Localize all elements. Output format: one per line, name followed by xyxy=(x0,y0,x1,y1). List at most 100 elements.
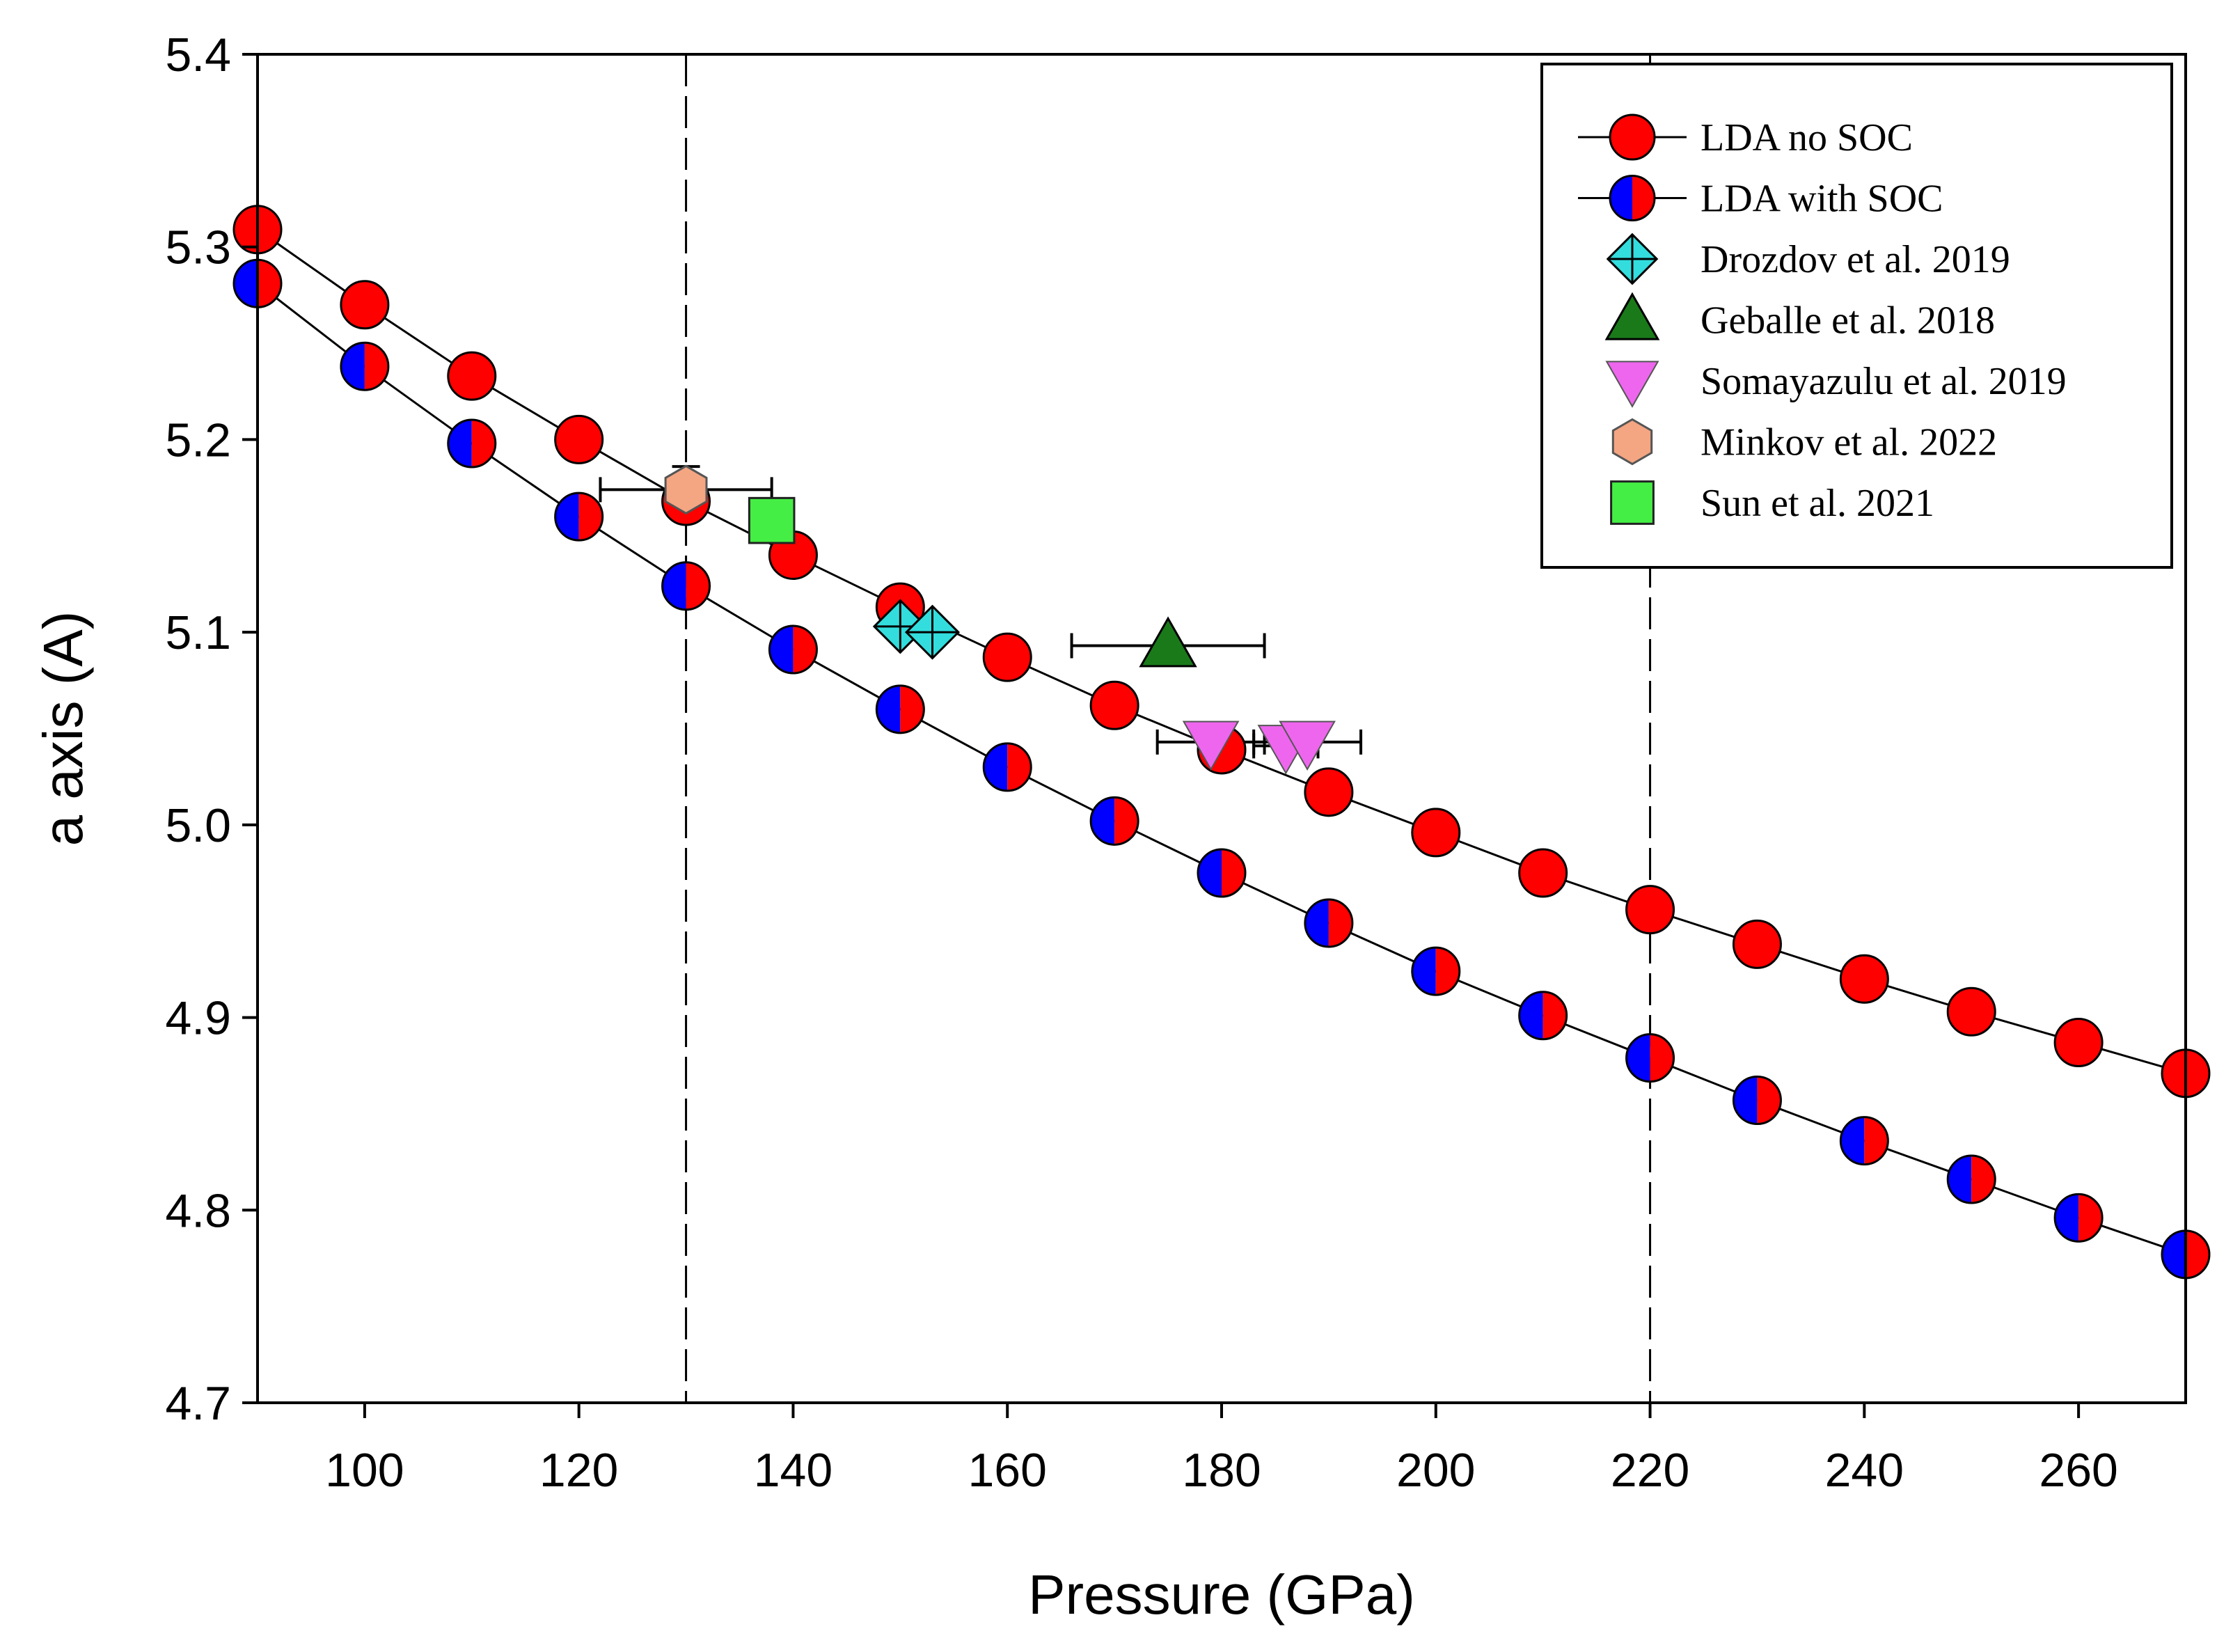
marker-half-left xyxy=(1304,899,1329,947)
data-point-1-10 xyxy=(1304,898,1354,948)
data-point-1-18 xyxy=(2161,1229,2211,1280)
data-point-1-11 xyxy=(1411,946,1461,996)
marker-outline xyxy=(554,491,604,542)
data-point-1-14 xyxy=(1732,1076,1782,1126)
data-point-0-17 xyxy=(2053,1018,2104,1068)
marker-half-left xyxy=(2162,1230,2186,1278)
data-point-0-7 xyxy=(982,632,1032,682)
marker-outline xyxy=(1518,991,1568,1041)
marker-half-right xyxy=(1971,1156,1996,1204)
marker-half-right xyxy=(1114,797,1139,845)
data-point-1-2 xyxy=(447,418,497,469)
data-point-1-16 xyxy=(1946,1154,1996,1204)
legend-marker xyxy=(1611,418,1653,466)
y-axis-title: a axis (A) xyxy=(32,611,94,847)
data-point-1-13 xyxy=(1625,1033,1675,1083)
data-point-0-2 xyxy=(447,351,497,401)
data-point-1-15 xyxy=(1839,1116,1889,1166)
x-tick-label: 260 xyxy=(2039,1444,2117,1497)
data-point-0-10 xyxy=(1304,767,1354,817)
marker-half-left xyxy=(1091,797,1115,845)
legend-item: Somayazulu et al. 2019 xyxy=(1605,360,2067,408)
legend-label: Sun et al. 2021 xyxy=(1701,482,1934,525)
marker-half-left xyxy=(876,685,901,733)
x-tick-label: 240 xyxy=(1825,1444,1904,1497)
marker-half-left xyxy=(448,419,472,467)
data-point-0-8 xyxy=(1089,680,1139,730)
marker-half-left xyxy=(1733,1076,1758,1124)
data-point-0-13 xyxy=(1625,885,1675,935)
marker-half-right xyxy=(1222,849,1246,897)
legend: LDA no SOC LDA with SOC Drozdov et al. 201… xyxy=(1540,63,2173,569)
data-point-1-0 xyxy=(232,258,283,308)
legend-item: LDA no SOC xyxy=(1578,113,1913,161)
data-point-1-7 xyxy=(982,742,1032,792)
x-axis: 100 120 140 160 180 200 220 240 260 xyxy=(325,1403,2118,1497)
marker-outline xyxy=(875,684,925,734)
data-point-0-15 xyxy=(1839,954,1889,1004)
y-tick-label: 4.7 xyxy=(165,1377,231,1430)
marker-outline xyxy=(1946,1154,1996,1204)
marker-outline xyxy=(768,624,818,675)
marker-outline xyxy=(1839,1116,1889,1166)
legend-label: Drozdov et al. 2019 xyxy=(1701,238,2010,281)
legend-label: Geballe et al. 2018 xyxy=(1701,299,1995,343)
marker-outline xyxy=(1625,1033,1675,1083)
marker-half-left xyxy=(1412,947,1436,996)
data-point-1-17 xyxy=(2053,1193,2104,1243)
marker-outline xyxy=(2053,1193,2104,1243)
y-tick-label: 5.0 xyxy=(165,799,231,852)
marker-half-right xyxy=(2186,1230,2209,1278)
marker-half-left xyxy=(769,626,794,674)
marker-outline xyxy=(1089,796,1139,846)
legend-label: LDA with SOC xyxy=(1701,178,1943,221)
marker-half-right xyxy=(1632,175,1655,221)
legend-item: Sun et al. 2021 xyxy=(1610,480,1934,525)
data-point-4-2 xyxy=(1279,721,1336,771)
legend-marker xyxy=(1609,175,1656,221)
data-point-1-3 xyxy=(554,491,604,542)
marker-outline xyxy=(1411,946,1461,996)
data-point-1-5 xyxy=(768,624,818,675)
legend-item: Minkov et al. 2022 xyxy=(1611,418,1997,466)
marker-half-left xyxy=(1519,991,1543,1039)
x-tick-label: 100 xyxy=(325,1444,404,1497)
x-tick-label: 220 xyxy=(1611,1444,1689,1497)
legend-marker xyxy=(1604,292,1660,340)
data-point-3-0 xyxy=(1139,616,1197,668)
marker-half-right xyxy=(1007,743,1032,791)
marker-half-right xyxy=(1650,1034,1674,1082)
legend-label: Minkov et al. 2022 xyxy=(1701,421,1997,464)
x-tick-label: 120 xyxy=(539,1444,618,1497)
marker-half-right xyxy=(1328,899,1352,947)
legend-label: LDA no SOC xyxy=(1701,116,1913,159)
marker-half-right xyxy=(258,260,281,308)
x-tick-label: 200 xyxy=(1396,1444,1475,1497)
marker-half-right xyxy=(686,562,710,610)
data-point-1-12 xyxy=(1518,991,1568,1041)
data-point-0-12 xyxy=(1518,848,1568,898)
marker-half-right xyxy=(1864,1117,1888,1165)
x-axis-title: Pressure (GPa) xyxy=(1028,1564,1415,1626)
legend-item: LDA with SOC xyxy=(1578,175,1943,221)
marker-half-right xyxy=(900,685,924,733)
marker-half-right xyxy=(1757,1076,1781,1124)
legend-item: Geballe et al. 2018 xyxy=(1604,292,1995,343)
marker-half-left xyxy=(234,260,258,308)
data-point-4-0 xyxy=(1182,721,1240,771)
marker-half-left xyxy=(1840,1117,1865,1165)
marker-outline xyxy=(447,418,497,469)
marker-half-right xyxy=(578,493,603,541)
marker-outline xyxy=(1304,898,1354,948)
marker-half-left xyxy=(555,493,579,541)
legend-item: Drozdov et al. 2019 xyxy=(1606,233,2010,285)
y-tick-label: 4.8 xyxy=(165,1184,231,1237)
data-markers xyxy=(232,205,2211,1280)
marker-half-right xyxy=(471,419,496,467)
marker-half-right xyxy=(793,626,817,674)
y-axis: 4.7 4.8 4.9 5.0 5.1 5.2 5.3 5.4 xyxy=(165,29,258,1430)
marker-half-left xyxy=(984,743,1008,791)
marker-outline xyxy=(1197,848,1247,898)
data-point-6-0 xyxy=(748,496,796,544)
